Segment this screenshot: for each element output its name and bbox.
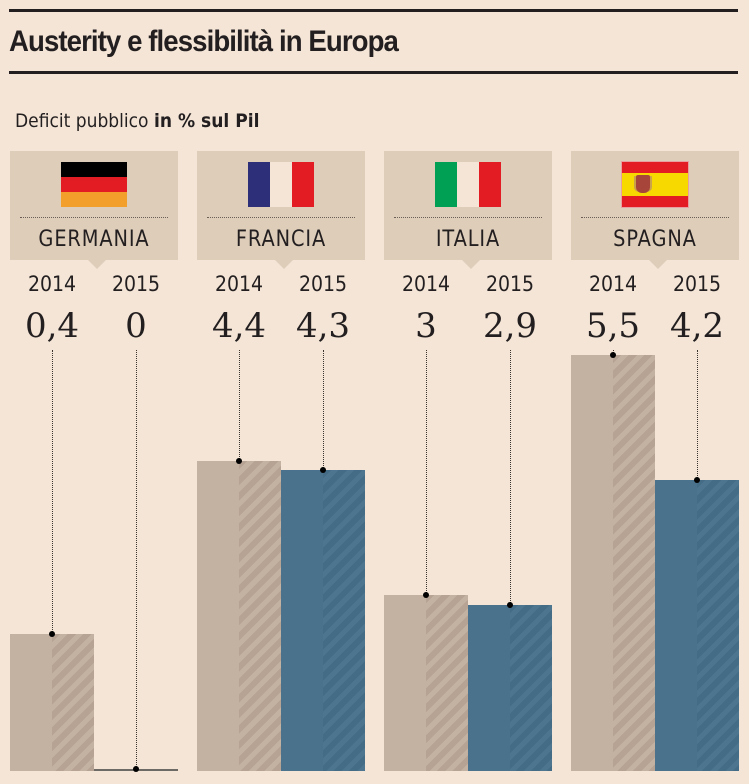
italy-flag-icon	[435, 162, 501, 207]
data-label-germania-2014: 0,4	[24, 306, 80, 346]
year-label: 2014	[27, 272, 77, 296]
year-label: 2015	[111, 272, 161, 296]
value-marker	[236, 457, 242, 464]
country-panel-francia: FRANCIA	[197, 151, 365, 269]
bar-hatch	[697, 479, 739, 771]
country-panel-italia: ITALIA	[384, 151, 552, 269]
bar-spagna-2014	[571, 355, 655, 771]
bar-hatch	[426, 595, 468, 771]
country-label: GERMANIA	[38, 227, 150, 252]
country-panel-germania: GERMANIA	[10, 151, 178, 269]
value-marker	[507, 601, 513, 608]
panel-pointer	[649, 260, 667, 269]
chart-subtitle: Deficit pubblico in % sul Pil	[15, 107, 259, 135]
subtitle-normal: Deficit pubblico	[15, 110, 154, 132]
data-label-italia-2014: 3	[415, 306, 437, 346]
value-marker	[423, 592, 429, 598]
bar-italia-2015	[468, 604, 552, 771]
value-marker	[320, 467, 326, 474]
bar-hatch	[239, 460, 281, 771]
country-label: FRANCIA	[235, 227, 327, 252]
bar-spagna-2015	[655, 479, 739, 771]
leader-line	[323, 350, 324, 471]
leader-line	[697, 350, 698, 480]
panel-divider	[20, 217, 168, 218]
data-label-spagna-2015: 4,2	[669, 306, 725, 346]
title-rule-top	[9, 9, 738, 12]
data-label-francia-2014: 4,4	[211, 306, 267, 346]
subtitle-bold: in % sul Pil	[153, 110, 260, 132]
bar-hatch	[510, 604, 552, 771]
coat-of-arms-icon	[636, 175, 650, 193]
data-label-italia-2015: 2,9	[482, 306, 538, 346]
country-label: ITALIA	[435, 227, 501, 252]
data-label-spagna-2014: 5,5	[585, 306, 641, 346]
leader-line	[426, 350, 427, 595]
panel-divider	[394, 217, 542, 218]
country-label: SPAGNA	[613, 227, 697, 252]
leader-line	[510, 350, 511, 605]
data-label-francia-2015: 4,3	[295, 306, 351, 346]
bar-italia-2014	[384, 595, 468, 771]
data-label-germania-2015: 0	[125, 306, 147, 346]
leader-line	[52, 350, 53, 634]
year-label: 2015	[672, 272, 722, 296]
bar-francia-2015	[281, 470, 365, 771]
value-marker	[49, 631, 55, 637]
bar-hatch	[613, 355, 655, 771]
value-marker	[133, 766, 139, 772]
year-label: 2014	[401, 272, 451, 296]
france-flag-icon	[248, 162, 314, 207]
bar-francia-2014	[197, 460, 281, 771]
year-label: 2015	[485, 272, 535, 296]
year-label: 2014	[214, 272, 264, 296]
bar-germania-2014	[10, 634, 94, 771]
panel-divider	[207, 217, 355, 218]
germany-flag-icon	[61, 162, 127, 207]
bar-hatch	[52, 634, 94, 771]
panel-divider	[581, 217, 729, 218]
value-marker	[694, 476, 700, 483]
panel-pointer	[462, 260, 480, 269]
year-label: 2014	[588, 272, 638, 296]
panel-pointer	[88, 260, 106, 269]
year-label: 2015	[298, 272, 348, 296]
leader-line	[136, 350, 137, 769]
spain-flag-icon	[621, 161, 689, 208]
chart-title: Austerity e flessibilità in Europa	[9, 25, 399, 58]
value-marker	[610, 352, 616, 358]
leader-line	[239, 350, 240, 461]
country-panel-spagna: SPAGNA	[571, 151, 739, 269]
panel-pointer	[275, 260, 293, 269]
bar-hatch	[323, 470, 365, 771]
title-rule-bottom	[9, 71, 738, 74]
